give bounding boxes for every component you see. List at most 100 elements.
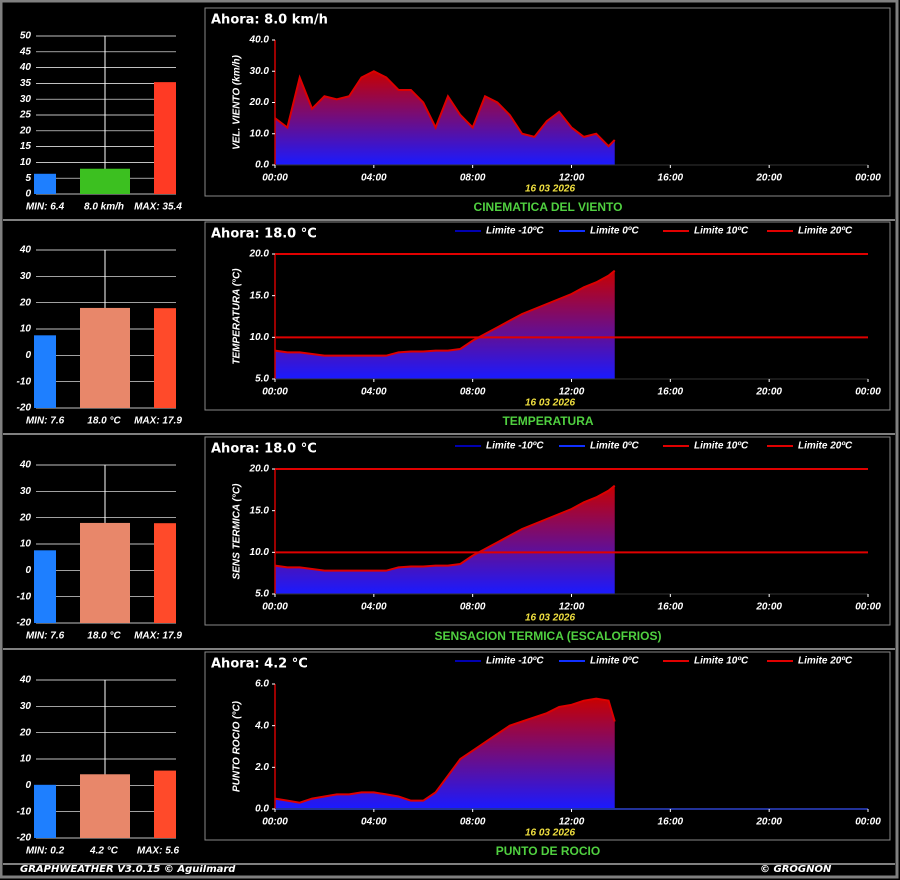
y-tick-label: 0 — [25, 189, 31, 200]
y-tick-label: -10 — [17, 806, 32, 817]
gauge-label: 18.0 °C — [87, 631, 121, 642]
gauge-label: MAX: 17.9 — [134, 631, 182, 642]
legend-label: Limite 10ºC — [694, 656, 749, 667]
y-tick-label: 45 — [19, 46, 32, 57]
y-tick-label: 20 — [19, 512, 32, 523]
chart-title: CINEMATICA DEL VIENTO — [474, 200, 623, 214]
legend-label: Limite 10ºC — [694, 226, 749, 237]
y-tick-label: 20.0 — [249, 464, 270, 475]
y-tick-label: 5.0 — [255, 374, 269, 385]
area-fill — [275, 485, 615, 594]
y-tick-label: 40 — [19, 62, 32, 73]
y-tick-label: 30 — [20, 701, 32, 712]
x-tick-label: 04:00 — [361, 817, 387, 828]
y-tick-label: 0 — [25, 780, 31, 791]
y-tick-label: 50 — [20, 31, 32, 42]
y-axis-label: VEL. VIENTO (km/h) — [232, 54, 243, 149]
y-tick-label: 30.0 — [250, 66, 270, 77]
y-tick-label: 6.0 — [255, 679, 269, 690]
gauge-label: MIN: 7.6 — [26, 631, 65, 642]
gauge-bar — [154, 770, 176, 838]
current-value: Ahora: 18.0 °C — [211, 227, 317, 242]
y-tick-label: 10 — [20, 324, 32, 335]
y-tick-label: -10 — [17, 376, 32, 387]
footer-left: GRAPHWEATHER V3.0.15 © Aguilmard — [20, 864, 236, 875]
legend-label: Limite 20ºC — [798, 656, 853, 667]
legend-label: Limite -10ºC — [486, 226, 544, 237]
gauge-bar — [154, 523, 176, 623]
x-tick-label: 20:00 — [755, 387, 782, 398]
gauge-bar — [80, 307, 130, 408]
series-line — [274, 269, 616, 357]
legend-label: Limite 0ºC — [590, 441, 639, 452]
y-tick-label: 0 — [25, 565, 31, 576]
area-fill — [275, 71, 615, 165]
y-tick-label: 20.0 — [249, 249, 270, 260]
x-tick-label: 20:00 — [755, 817, 782, 828]
y-tick-label: 10 — [20, 157, 32, 168]
y-tick-label: 40.0 — [249, 35, 270, 46]
y-tick-label: -20 — [17, 833, 32, 844]
gauge-bar — [80, 168, 130, 194]
x-tick-label: 00:00 — [262, 602, 288, 613]
y-axis-label: PUNTO ROCIO (°C) — [232, 700, 243, 792]
chart-box — [204, 436, 891, 626]
x-tick-label: 04:00 — [361, 602, 387, 613]
gauge-label: MAX: 5.6 — [137, 846, 180, 857]
y-tick-label: -20 — [17, 403, 32, 414]
current-value: Ahora: 4.2 °C — [211, 657, 308, 672]
gauge-label: 18.0 °C — [87, 416, 121, 427]
gauge-label: MAX: 35.4 — [134, 202, 182, 213]
y-tick-label: 35 — [20, 78, 32, 89]
gauge-label: 8.0 km/h — [84, 202, 124, 213]
area-fill — [275, 270, 615, 379]
gauge-label: MIN: 0.2 — [26, 846, 65, 857]
y-tick-label: 4.0 — [254, 720, 269, 731]
x-tick-label: 00:00 — [262, 173, 288, 184]
date-label: 16 03 2026 — [525, 398, 575, 409]
x-tick-label: 08:00 — [460, 173, 486, 184]
x-tick-label: 20:00 — [755, 602, 782, 613]
y-tick-label: 10.0 — [250, 128, 270, 139]
legend-label: Limite 0ºC — [590, 226, 639, 237]
y-tick-label: 15 — [20, 141, 32, 152]
y-tick-label: 40 — [19, 675, 32, 686]
x-tick-label: 08:00 — [460, 387, 486, 398]
legend-label: Limite 20ºC — [798, 226, 853, 237]
gauge-label: MIN: 7.6 — [26, 416, 65, 427]
x-tick-label: 16:00 — [658, 387, 684, 398]
y-axis-label: SENS TERMICA (°C) — [232, 483, 243, 580]
y-tick-label: 25 — [19, 110, 32, 121]
date-label: 16 03 2026 — [525, 184, 575, 195]
series-line — [274, 70, 616, 148]
gauge-bar — [34, 550, 56, 623]
y-tick-label: 20 — [19, 125, 32, 136]
legend-label: Limite 20ºC — [798, 441, 853, 452]
gauge-bar — [34, 784, 56, 838]
y-tick-label: 40 — [19, 460, 32, 471]
y-tick-label: 5 — [25, 173, 31, 184]
chart-title: PUNTO DE ROCIO — [496, 844, 600, 858]
y-tick-label: 0.0 — [255, 804, 269, 815]
y-axis-label: TEMPERATURA (°C) — [232, 268, 243, 365]
x-tick-label: 00:00 — [855, 387, 881, 398]
x-tick-label: 12:00 — [559, 387, 585, 398]
x-tick-label: 12:00 — [559, 173, 585, 184]
x-tick-label: 12:00 — [559, 602, 585, 613]
gauge-label: 4.2 °C — [89, 846, 119, 857]
y-tick-label: 40 — [19, 245, 32, 256]
gauge-label: MAX: 17.9 — [134, 416, 182, 427]
area-fill — [275, 698, 615, 809]
x-tick-label: 00:00 — [262, 817, 288, 828]
chart-box — [204, 221, 891, 411]
chart-title: TEMPERATURA — [502, 414, 593, 428]
x-tick-label: 00:00 — [855, 817, 881, 828]
gauge-bar — [154, 82, 176, 194]
x-tick-label: 00:00 — [262, 387, 288, 398]
series-line — [274, 697, 616, 804]
legend-label: Limite -10ºC — [486, 656, 544, 667]
x-tick-label: 16:00 — [658, 173, 684, 184]
current-value: Ahora: 8.0 km/h — [211, 13, 328, 28]
y-tick-label: 15.0 — [250, 505, 270, 516]
